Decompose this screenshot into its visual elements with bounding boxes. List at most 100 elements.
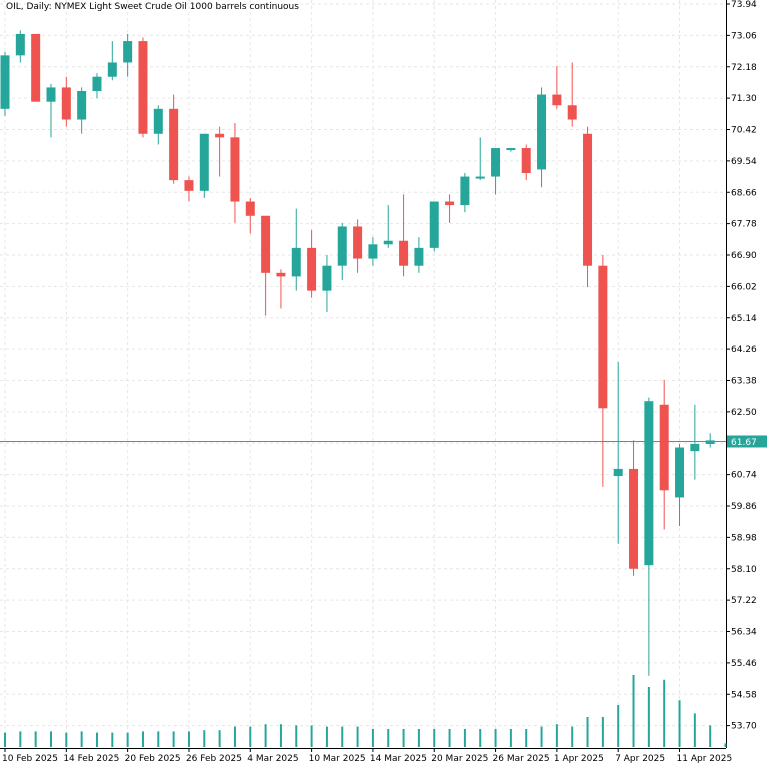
bull-candle [675, 443, 685, 526]
candle-body [230, 137, 240, 202]
bear-candle [353, 219, 363, 273]
bull-candle [644, 397, 654, 676]
y-tick-label: 71.30 [731, 94, 757, 104]
bull-candle [337, 222, 347, 280]
x-tick-label: 7 Apr 2025 [615, 754, 665, 764]
bull-candle [322, 255, 332, 313]
candle-body [537, 94, 547, 170]
candle-body [77, 90, 87, 120]
candles [0, 30, 715, 676]
candle-body [46, 87, 56, 102]
bear-candle [245, 197, 255, 234]
candle-body [383, 240, 393, 245]
bull-candle [475, 137, 485, 181]
current-price-label: 61.67 [731, 438, 757, 448]
y-tick-label: 65.14 [731, 314, 757, 324]
x-tick-label: 20 Mar 2025 [431, 754, 488, 764]
candle-body [307, 247, 317, 291]
candle-body [153, 108, 163, 134]
candle-body [61, 87, 71, 120]
y-tick-label: 59.86 [731, 502, 757, 512]
candle-body [92, 76, 102, 91]
candle-body [613, 468, 623, 477]
bear-candle [184, 176, 194, 202]
candle-body [368, 244, 378, 259]
candle-body [521, 148, 531, 173]
y-tick-label: 68.66 [731, 188, 757, 198]
bull-candle [537, 87, 547, 188]
y-tick-label: 55.46 [731, 659, 757, 669]
candle-body [675, 447, 685, 498]
y-tick-label: 70.42 [731, 126, 757, 136]
candle-body [0, 55, 10, 109]
candle-body [138, 41, 148, 134]
candle-body [353, 226, 363, 259]
x-tick-label: 20 Feb 2025 [125, 754, 181, 764]
bear-candle [215, 126, 225, 177]
candle-body [705, 440, 715, 444]
bull-candle [46, 83, 56, 138]
x-tick-label: 10 Mar 2025 [309, 754, 366, 764]
current-price-tag [727, 435, 767, 448]
candle-body [337, 226, 347, 266]
x-tick-label: 11 Apr 2025 [677, 754, 733, 764]
volume-bars [4, 675, 727, 747]
y-tick-label: 60.74 [731, 471, 757, 481]
bear-candle [659, 379, 669, 530]
chart-title: OIL, Daily: NYMEX Light Sweet Crude Oil … [6, 2, 299, 12]
bull-candle [77, 87, 87, 134]
candle-body [445, 201, 455, 206]
y-tick-label: 58.10 [731, 565, 757, 575]
y-tick-label: 58.98 [731, 533, 757, 543]
candle-body [629, 468, 639, 569]
x-tick-label: 14 Feb 2025 [63, 754, 119, 764]
y-tick-label: 53.70 [731, 722, 757, 732]
candle-body [15, 33, 25, 56]
candle-body [291, 247, 301, 277]
candle-body [261, 215, 271, 273]
bull-candle [506, 148, 516, 152]
x-tick-label: 1 Apr 2025 [554, 754, 604, 764]
candle-body [644, 401, 654, 566]
bull-candle [690, 404, 700, 480]
bear-candle [261, 215, 271, 316]
candle-body [123, 41, 133, 63]
bull-candle [460, 172, 470, 213]
candle-body [322, 265, 332, 291]
y-tick-label: 62.50 [731, 408, 757, 418]
bull-candle [491, 148, 501, 195]
candle-body [475, 176, 485, 179]
y-tick-label: 66.90 [731, 251, 757, 261]
candle-body [690, 443, 700, 452]
bull-candle [199, 133, 209, 198]
y-tick-label: 56.34 [731, 628, 757, 638]
y-tick-label: 67.78 [731, 220, 757, 230]
bull-candle [705, 433, 715, 448]
bull-candle [613, 361, 623, 544]
bear-candle [552, 66, 562, 109]
bear-candle [276, 269, 286, 309]
bull-candle [414, 237, 424, 273]
x-tick-label: 10 Feb 2025 [2, 754, 58, 764]
candle-body [506, 148, 516, 151]
y-tick-label: 69.54 [731, 157, 757, 167]
bear-candle [61, 76, 71, 127]
candle-body [199, 133, 209, 191]
bear-candle [31, 33, 41, 102]
bear-candle [629, 440, 639, 576]
bear-candle [445, 194, 455, 223]
bull-candle [15, 30, 25, 63]
candle-body [399, 240, 409, 266]
bull-candle [0, 51, 10, 116]
bull-candle [92, 73, 102, 99]
x-tick-label: 14 Mar 2025 [370, 754, 427, 764]
bull-candle [429, 201, 439, 252]
bear-candle [307, 230, 317, 298]
y-tick-label: 73.94 [731, 0, 757, 10]
candle-body [583, 133, 593, 266]
bull-candle [123, 33, 133, 77]
y-tick-label: 57.22 [731, 596, 757, 606]
bear-candle [521, 144, 531, 181]
